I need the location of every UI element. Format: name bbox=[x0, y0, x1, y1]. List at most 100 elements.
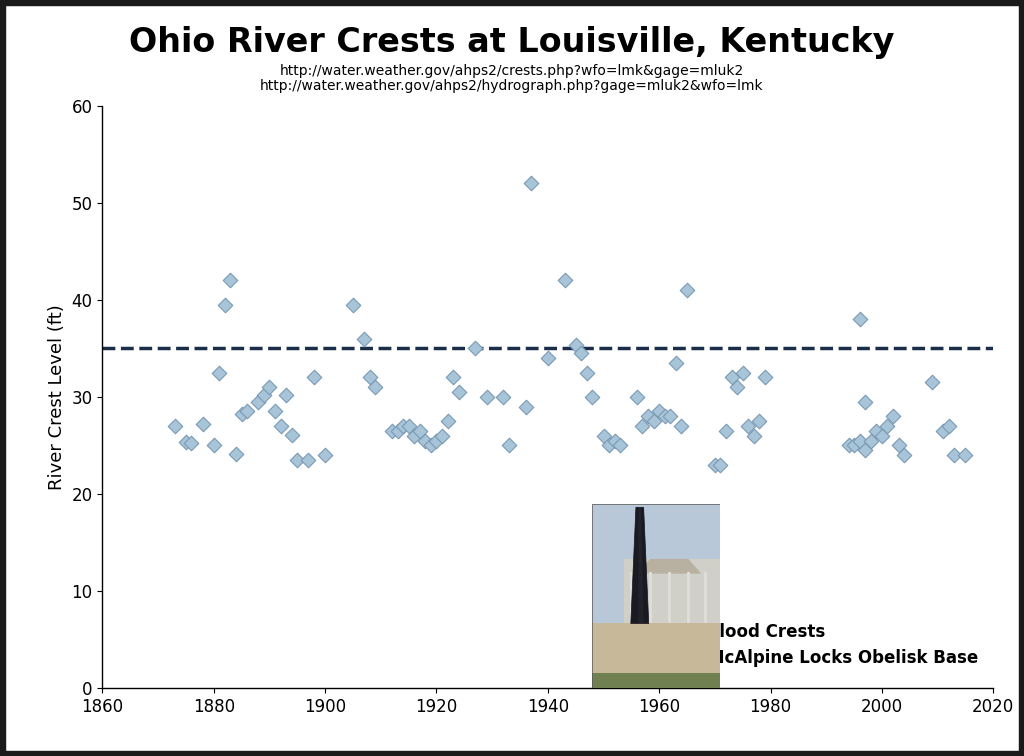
Bar bbox=[625, 559, 721, 624]
Polygon shape bbox=[637, 559, 701, 574]
Point bbox=[841, 439, 857, 451]
Point bbox=[857, 395, 873, 407]
Bar bbox=[703, 572, 707, 624]
Polygon shape bbox=[639, 507, 644, 624]
Point bbox=[384, 425, 400, 437]
Point bbox=[852, 313, 868, 325]
Point bbox=[211, 367, 227, 379]
Point bbox=[183, 438, 200, 450]
Point bbox=[423, 439, 439, 451]
Point bbox=[651, 405, 668, 417]
Point bbox=[880, 420, 896, 432]
Point bbox=[891, 439, 907, 451]
Bar bbox=[592, 673, 721, 688]
Point bbox=[852, 435, 868, 447]
Point bbox=[233, 408, 250, 420]
Polygon shape bbox=[631, 507, 649, 624]
Point bbox=[501, 439, 517, 451]
Point bbox=[400, 420, 417, 432]
Point bbox=[862, 435, 879, 447]
Point bbox=[178, 435, 195, 448]
Point bbox=[523, 178, 540, 190]
Point bbox=[734, 367, 751, 379]
Point bbox=[941, 420, 957, 432]
Point bbox=[417, 435, 433, 447]
Point bbox=[317, 449, 334, 461]
Point bbox=[496, 391, 512, 403]
Point bbox=[217, 299, 233, 311]
Point bbox=[612, 439, 629, 451]
Point bbox=[428, 435, 444, 447]
Point bbox=[289, 454, 305, 466]
Point bbox=[573, 347, 590, 359]
Point bbox=[718, 425, 734, 437]
Point bbox=[873, 429, 890, 442]
Point bbox=[924, 376, 940, 389]
Point bbox=[723, 371, 739, 383]
Point bbox=[206, 439, 222, 451]
Point bbox=[857, 445, 873, 457]
Point bbox=[663, 411, 679, 423]
Bar bbox=[630, 572, 633, 624]
Point bbox=[300, 454, 316, 466]
Text: Ohio River Crests at Louisville, Kentucky: Ohio River Crests at Louisville, Kentuck… bbox=[129, 26, 895, 60]
Point bbox=[367, 381, 383, 393]
Point bbox=[606, 435, 623, 447]
Point bbox=[222, 274, 239, 286]
Point bbox=[885, 411, 901, 423]
Point bbox=[412, 425, 428, 437]
Point bbox=[272, 420, 289, 432]
Point bbox=[445, 371, 462, 383]
Point bbox=[729, 381, 745, 393]
Point bbox=[267, 405, 284, 417]
Point bbox=[740, 420, 757, 432]
Bar bbox=[649, 572, 652, 624]
Point bbox=[395, 420, 412, 432]
Point bbox=[634, 420, 650, 432]
Point bbox=[645, 415, 662, 427]
Point bbox=[284, 429, 300, 441]
Point bbox=[451, 386, 467, 398]
Point bbox=[935, 425, 951, 437]
Point bbox=[195, 418, 211, 430]
Bar bbox=[687, 572, 690, 624]
Point bbox=[389, 425, 406, 437]
Point bbox=[356, 333, 373, 345]
Point bbox=[556, 274, 572, 287]
Bar bbox=[592, 503, 721, 624]
Point bbox=[868, 425, 885, 437]
Point bbox=[407, 429, 423, 442]
Point bbox=[601, 439, 617, 451]
Bar bbox=[592, 624, 721, 688]
Point bbox=[668, 357, 684, 369]
Point bbox=[345, 299, 361, 311]
Point bbox=[946, 449, 963, 461]
Point bbox=[757, 371, 773, 383]
Point bbox=[713, 459, 729, 471]
Point bbox=[278, 389, 294, 401]
Point bbox=[467, 342, 483, 355]
Point bbox=[674, 420, 690, 432]
Text: http://water.weather.gov/ahps2/hydrograph.php?gage=mluk2&wfo=lmk: http://water.weather.gov/ahps2/hydrograp… bbox=[260, 79, 764, 94]
Point bbox=[228, 448, 245, 460]
Point bbox=[579, 367, 595, 379]
Point bbox=[239, 405, 255, 417]
Legend: Flood Crests, McAlpine Locks Obelisk Base: Flood Crests, McAlpine Locks Obelisk Bas… bbox=[654, 616, 985, 674]
Point bbox=[261, 381, 278, 393]
Point bbox=[745, 429, 762, 442]
Point bbox=[896, 449, 912, 461]
Point bbox=[585, 391, 601, 403]
Point bbox=[517, 401, 534, 413]
Point bbox=[629, 391, 645, 403]
Point bbox=[256, 389, 272, 401]
Point bbox=[439, 415, 456, 427]
Point bbox=[640, 411, 656, 423]
Point bbox=[250, 395, 266, 407]
Point bbox=[361, 371, 378, 383]
Bar bbox=[668, 572, 671, 624]
Text: http://water.weather.gov/ahps2/crests.php?wfo=lmk&gage=mluk2: http://water.weather.gov/ahps2/crests.ph… bbox=[280, 64, 744, 79]
Point bbox=[167, 420, 183, 432]
Point bbox=[306, 371, 323, 383]
Point bbox=[434, 429, 451, 442]
Point bbox=[707, 459, 723, 471]
